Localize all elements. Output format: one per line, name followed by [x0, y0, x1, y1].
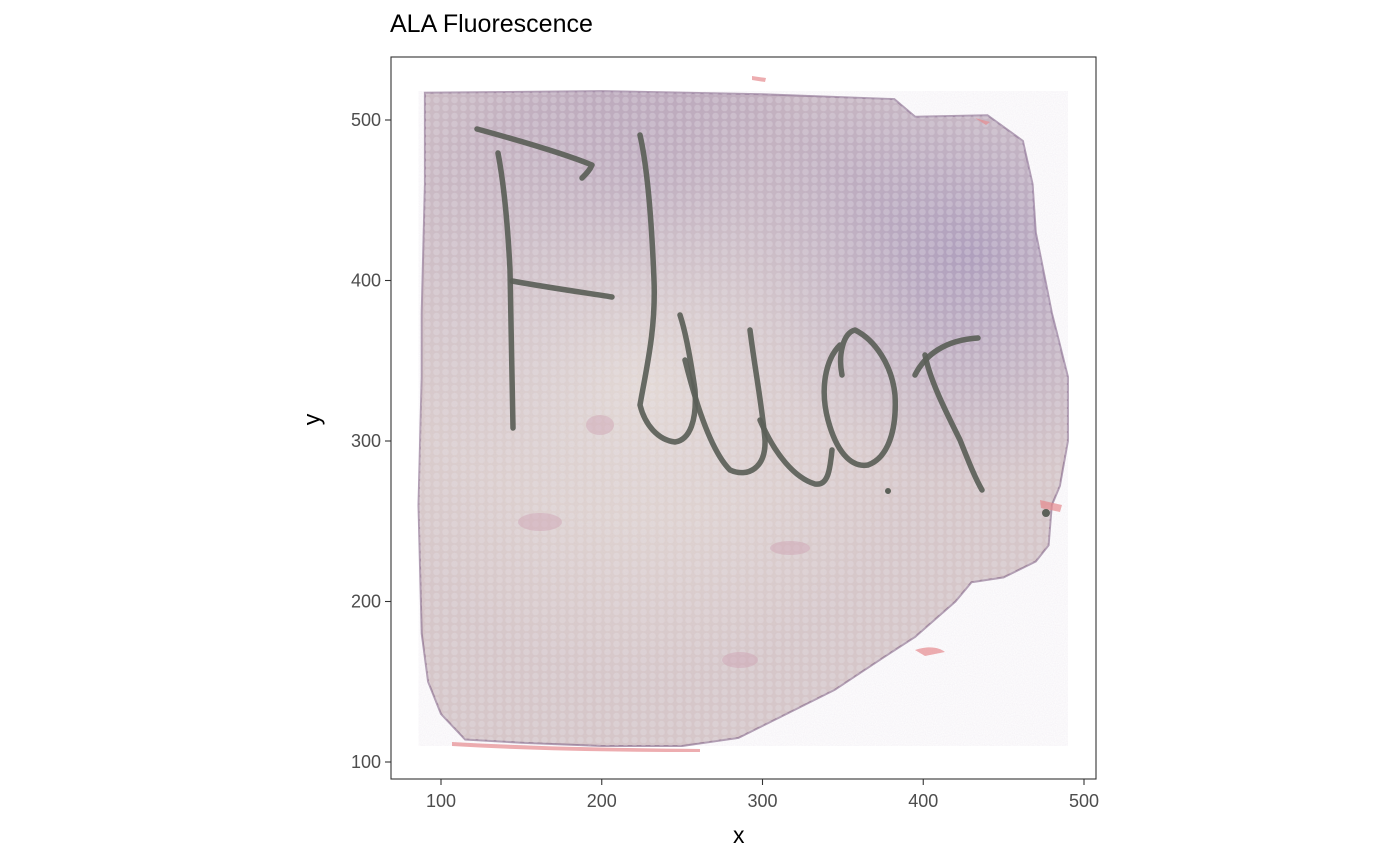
panel-border: [390, 56, 1097, 780]
y-axis-title: y: [298, 413, 325, 426]
y-tick-label: 100: [351, 752, 381, 772]
tissue-pink-regions: [518, 415, 810, 668]
x-tick-label: 100: [426, 791, 456, 811]
y-tick-label: 500: [351, 110, 381, 130]
y-tick-label: 200: [351, 592, 381, 612]
plot-panel: [390, 56, 1097, 780]
handwritten-annotation: [474, 126, 1050, 517]
spot-overlay: [418, 91, 1068, 747]
x-axis: 100 200 300 400 500: [426, 779, 1099, 811]
x-tick-label: 400: [908, 791, 938, 811]
y-tick-label: 400: [351, 271, 381, 291]
x-axis-title: x: [733, 822, 745, 848]
y-axis: 100 200 300 400 500: [351, 110, 391, 772]
x-tick-label: 500: [1069, 791, 1099, 811]
x-tick-label: 300: [747, 791, 777, 811]
chart-title: ALA Fluorescence: [390, 10, 593, 38]
tissue-image: [417, 76, 1069, 752]
x-tick-label: 200: [587, 791, 617, 811]
stain-streaks: [452, 76, 1062, 752]
y-tick-label: 300: [351, 431, 381, 451]
